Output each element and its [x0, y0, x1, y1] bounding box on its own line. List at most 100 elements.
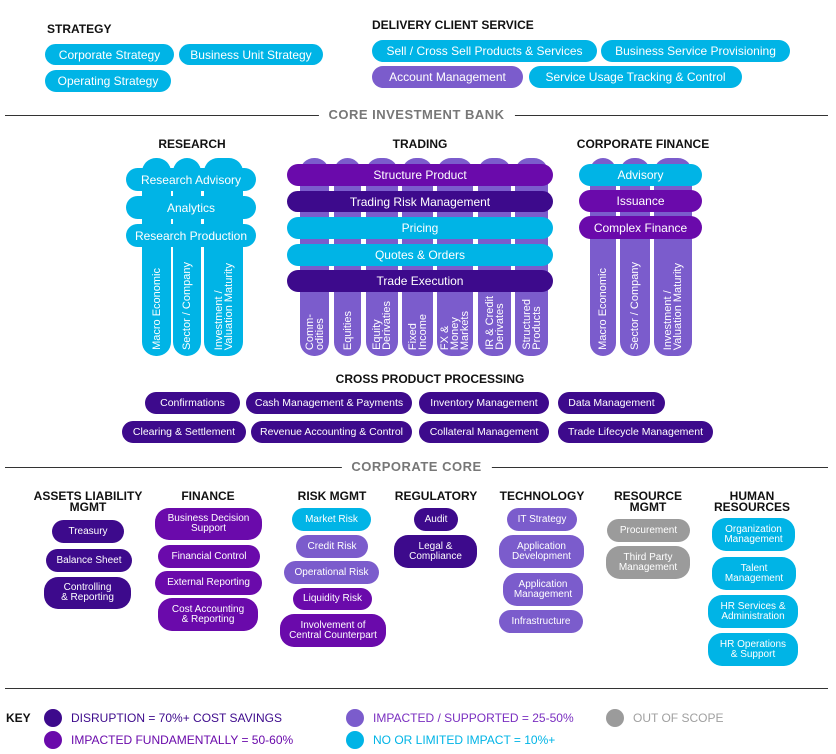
- capability-collateral-management: Collateral Management: [419, 421, 549, 443]
- legend-swatch: [44, 709, 62, 727]
- capability-treasury: Treasury: [52, 520, 124, 543]
- legend-label: IMPACTED / SUPPORTED = 25-50%: [373, 711, 574, 725]
- section-title-finance: FINANCE: [181, 489, 235, 503]
- divider: [5, 688, 828, 689]
- legend-swatch: [346, 731, 364, 749]
- legend-item-supported: IMPACTED / SUPPORTED = 25-50%: [346, 709, 574, 727]
- column-label: Fixed Income: [406, 313, 429, 350]
- capability-cash-management-payments: Cash Management & Payments: [246, 392, 412, 414]
- capability-balance-sheet: Balance Sheet: [46, 549, 132, 572]
- capability-business-decision-support: Business Decision Support: [155, 508, 262, 540]
- capability-controlling-reporting: Controlling & Reporting: [44, 577, 131, 609]
- capability-financial-control: Financial Control: [158, 545, 260, 568]
- capability-trade-execution: Trade Execution: [287, 270, 553, 292]
- capability-inventory-management: Inventory Management: [419, 392, 549, 414]
- column-label: Structured Products: [520, 299, 543, 350]
- capability-third-party-management: Third Party Management: [606, 546, 690, 579]
- capability-clearing-settlement: Clearing & Settlement: [122, 421, 246, 443]
- capability-legal-compliance: Legal & Compliance: [394, 535, 477, 568]
- column-label: Macro Economic: [597, 268, 609, 350]
- section-title-regulatory: REGULATORY: [394, 489, 478, 503]
- legend-label: OUT OF SCOPE: [633, 711, 724, 725]
- capability-confirmations: Confirmations: [145, 392, 240, 414]
- section-title-technology: TECHNOLOGY: [499, 489, 585, 503]
- legend-item-out: OUT OF SCOPE: [606, 709, 723, 727]
- column-investment-valuation-maturity: Investment / Valuation Maturity: [204, 158, 243, 356]
- capability-advisory: Advisory: [579, 164, 702, 186]
- column-label: Investment / Valuation Maturity: [212, 262, 235, 350]
- capability-quotes-orders: Quotes & Orders: [287, 244, 553, 266]
- section-title-strategy: STRATEGY: [47, 22, 112, 36]
- capability-involvement-of-central-counterpart: Involvement of Central Counterpart: [280, 614, 386, 647]
- column-label: Sector / Company: [629, 261, 641, 350]
- capability-organization-management: Organization Management: [712, 518, 795, 551]
- divider-corporate-core: CORPORATE CORE: [5, 459, 828, 474]
- capability-account-management: Account Management: [372, 66, 523, 88]
- capability-market-risk: Market Risk: [292, 508, 371, 531]
- capability-trading-risk-management: Trading Risk Management: [287, 191, 553, 212]
- section-title-risk-mgmt: RISK MGMT: [297, 489, 367, 503]
- capability-audit: Audit: [414, 508, 458, 531]
- capability-liquidity-risk: Liquidity Risk: [293, 588, 372, 610]
- legend-item-fundamental: IMPACTED FUNDAMENTALLY = 50-60%: [44, 731, 293, 749]
- column-sector-company: Sector / Company: [173, 158, 201, 356]
- section-title-trading: TRADING: [392, 137, 448, 151]
- capability-trade-lifecycle-management: Trade Lifecycle Management: [558, 421, 713, 443]
- capability-procurement: Procurement: [607, 519, 690, 542]
- column-label: IR & Credit Derivates: [483, 296, 506, 350]
- section-title-cross-product-processing: CROSS PRODUCT PROCESSING: [335, 372, 525, 386]
- section-title-resource-mgmt: RESOURCE MGMT: [613, 489, 683, 514]
- capability-external-reporting: External Reporting: [155, 571, 262, 595]
- column-label: Sector / Company: [181, 261, 193, 350]
- capability-issuance: Issuance: [579, 190, 702, 212]
- legend-swatch: [346, 709, 364, 727]
- capability-application-management: Application Management: [503, 573, 583, 606]
- legend-label: NO OR LIMITED IMPACT = 10%+: [373, 733, 556, 747]
- capability-research-advisory: Research Advisory: [126, 168, 256, 191]
- capability-application-development: Application Development: [499, 535, 584, 568]
- capability-hr-services-administration: HR Services & Administration: [708, 595, 798, 628]
- divider-label: CORPORATE CORE: [341, 459, 492, 474]
- legend-swatch: [606, 709, 624, 727]
- capability-sell-cross-sell-products-services: Sell / Cross Sell Products & Services: [372, 40, 597, 62]
- legend-label: IMPACTED FUNDAMENTALLY = 50-60%: [71, 733, 294, 747]
- legend-item-disruption: DISRUPTION = 70%+ COST SAVINGS: [44, 709, 282, 727]
- capability-complex-finance: Complex Finance: [579, 216, 702, 239]
- column-sector-company: Sector / Company: [620, 158, 650, 356]
- divider-core-investment-bank: CORE INVESTMENT BANK: [5, 107, 828, 122]
- legend-swatch: [44, 731, 62, 749]
- capability-operating-strategy: Operating Strategy: [45, 70, 171, 92]
- capability-corporate-strategy: Corporate Strategy: [45, 44, 174, 65]
- capability-business-service-provisioning: Business Service Provisioning: [601, 40, 790, 62]
- column-label: Comm- odities: [303, 313, 326, 350]
- key-title: KEY: [6, 711, 31, 725]
- legend-item-limited: NO OR LIMITED IMPACT = 10%+: [346, 731, 555, 749]
- legend-label: DISRUPTION = 70%+ COST SAVINGS: [71, 711, 282, 725]
- capability-infrastructure: Infrastructure: [499, 610, 583, 633]
- column-label: Macro Economic: [150, 268, 163, 350]
- section-title-delivery-client-service: DELIVERY CLIENT SERVICE: [372, 18, 534, 32]
- capability-business-unit-strategy: Business Unit Strategy: [179, 44, 323, 65]
- column-label: FX & Money Markets: [439, 310, 471, 350]
- capability-hr-operations-support: HR Operations & Support: [708, 633, 798, 666]
- divider-label: CORE INVESTMENT BANK: [318, 107, 515, 122]
- capability-it-strategy: IT Strategy: [507, 508, 577, 531]
- section-title-assets-liability-mgmt: ASSETS LIABILITY MGMT: [33, 489, 143, 514]
- column-label: Equity Derivaties: [371, 301, 393, 350]
- capability-analytics: Analytics: [126, 196, 256, 219]
- section-title-research: RESEARCH: [158, 137, 226, 151]
- column-macro-economic: Macro Economic: [590, 158, 616, 356]
- capability-talent-management: Talent Management: [712, 557, 796, 590]
- capability-service-usage-tracking-control: Service Usage Tracking & Control: [529, 66, 742, 88]
- capability-credit-risk: Credit Risk: [296, 535, 368, 558]
- capability-pricing: Pricing: [287, 217, 553, 239]
- section-title-human-resources: HUMAN RESOURCES: [713, 489, 791, 514]
- column-macro-economic: Macro Economic: [142, 158, 171, 356]
- capability-structure-product: Structure Product: [287, 164, 553, 186]
- capability-revenue-accounting-control: Revenue Accounting & Control: [251, 421, 412, 443]
- column-label: Equities: [341, 310, 354, 350]
- column-label: Investment / Valuation Maturity: [662, 262, 684, 350]
- capability-research-production: Research Production: [126, 224, 256, 247]
- capability-operational-risk: Operational Risk: [284, 561, 379, 584]
